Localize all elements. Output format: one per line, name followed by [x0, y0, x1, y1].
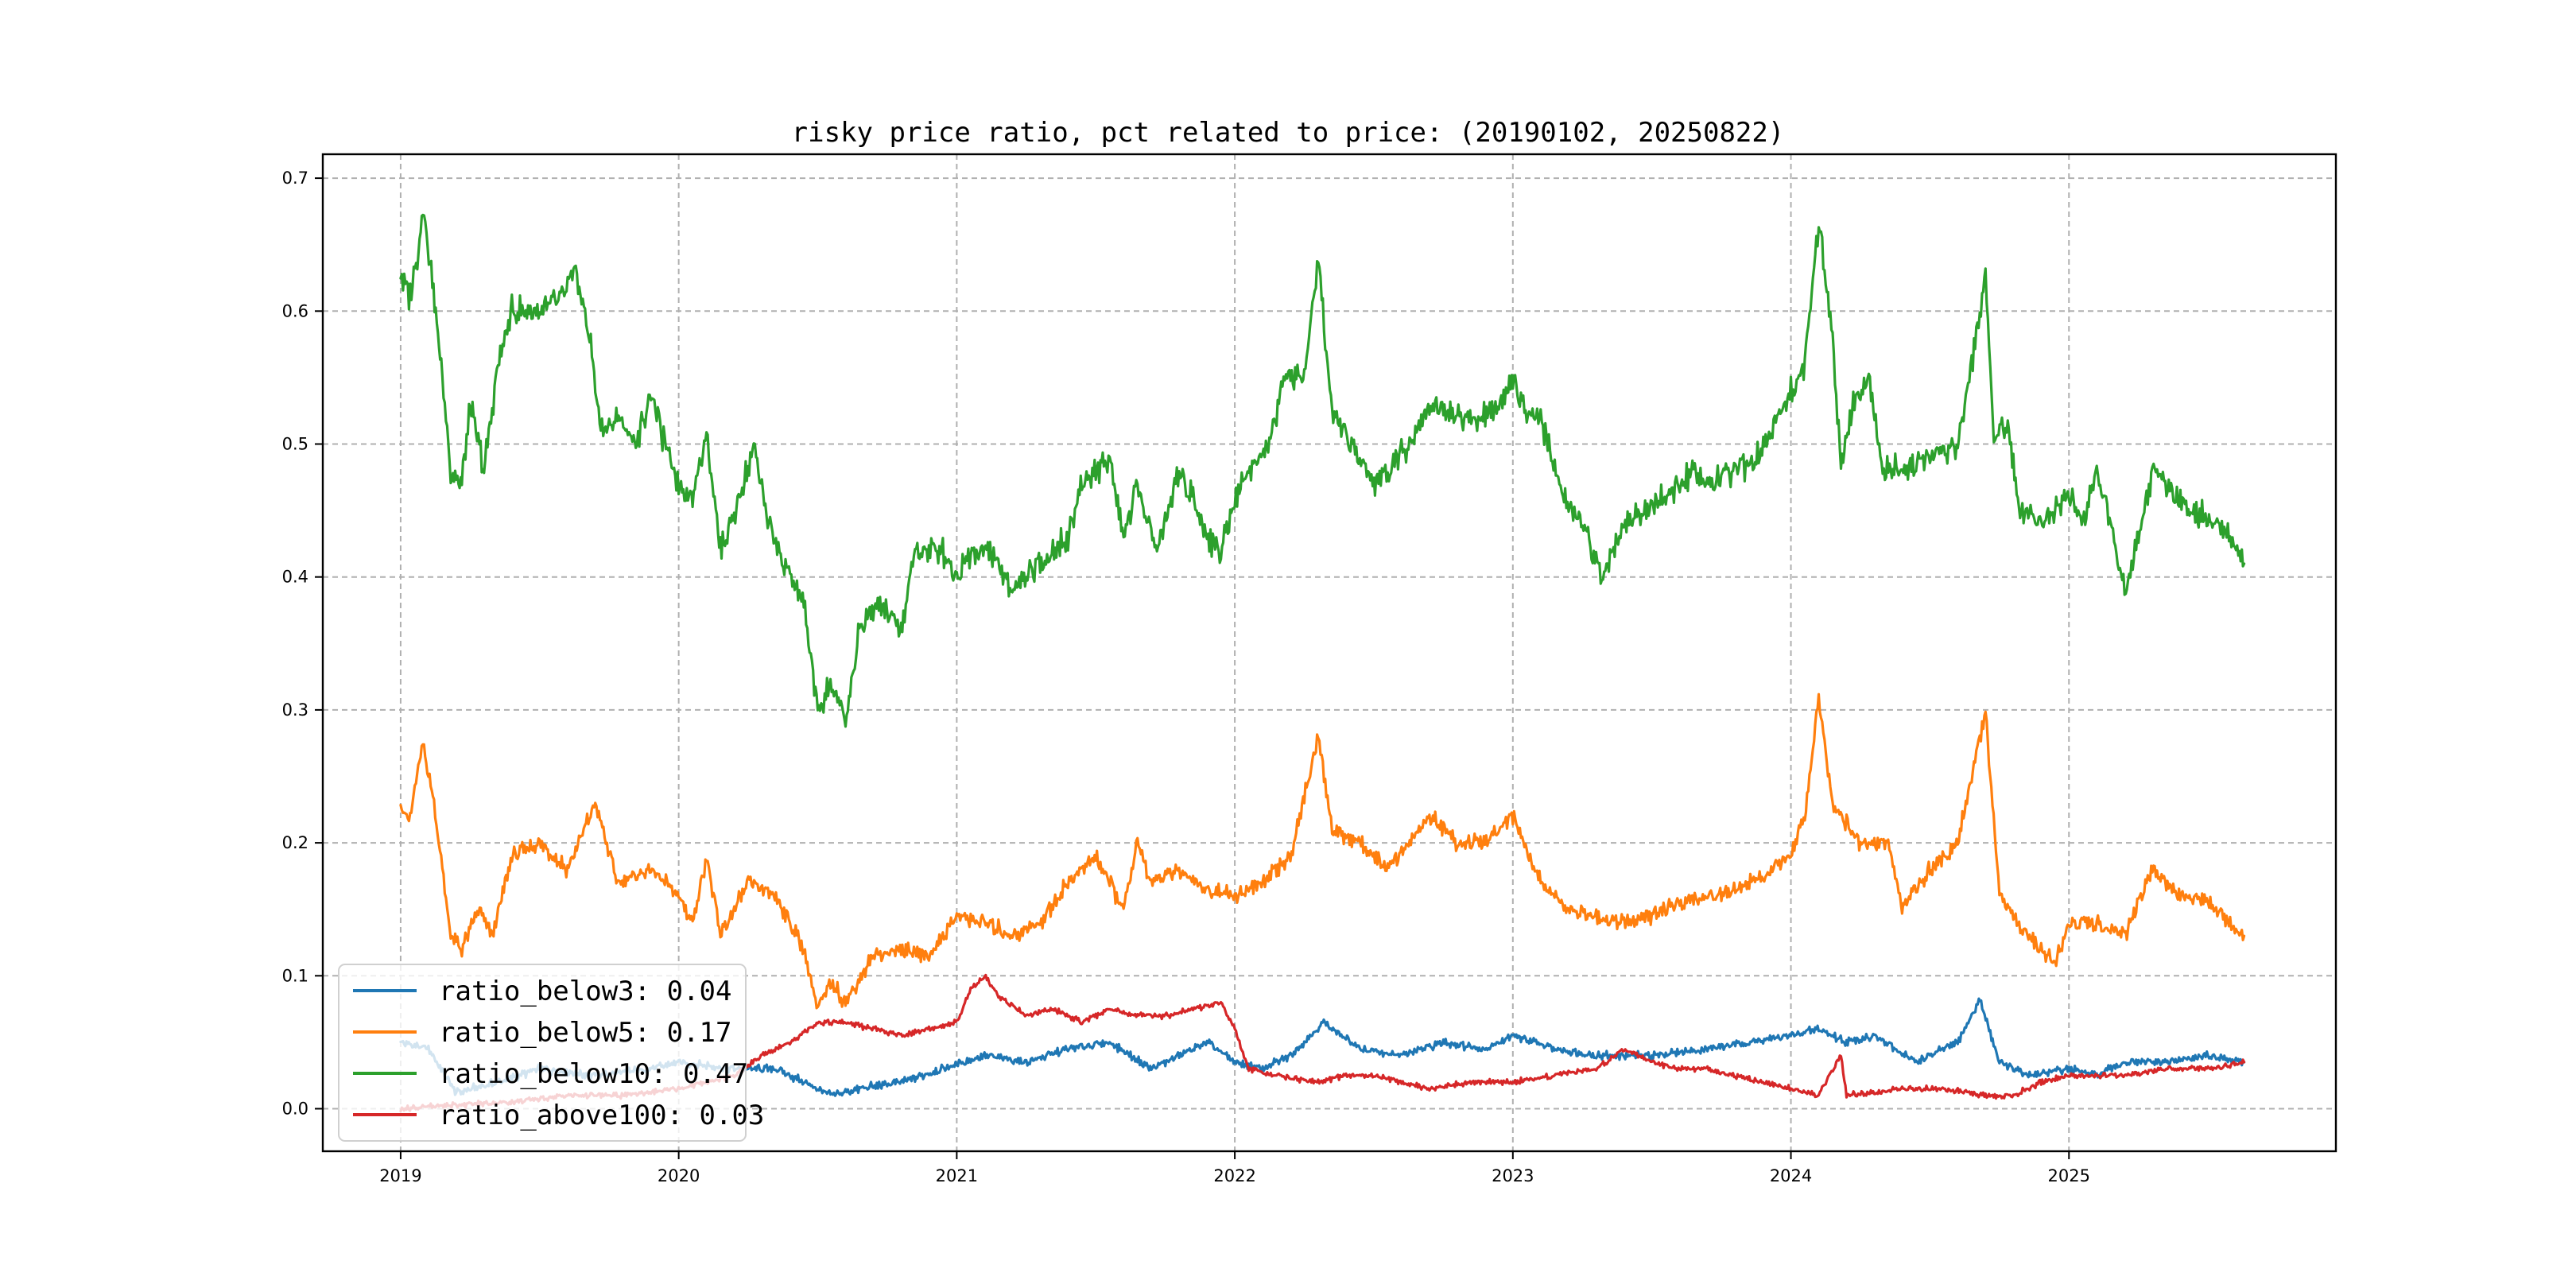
x-tick-label: 2024	[1770, 1166, 1812, 1185]
y-tick-label: 0.7	[282, 169, 308, 188]
legend-label: ratio_below10: 0.47	[439, 1058, 748, 1090]
y-tick-label: 0.3	[282, 700, 308, 720]
legend-label: ratio_below5: 0.17	[439, 1017, 731, 1049]
legend-label: ratio_above100: 0.03	[439, 1100, 764, 1131]
x-tick-label: 2025	[2048, 1166, 2090, 1185]
y-tick-label: 0.1	[282, 966, 308, 985]
x-tick-label: 2021	[936, 1166, 978, 1185]
x-tick-label: 2020	[658, 1166, 700, 1185]
legend: ratio_below3: 0.04 ratio_below5: 0.17 rati…	[338, 964, 764, 1142]
x-tick-label: 2023	[1492, 1166, 1534, 1185]
ticks-layer: 2019 2020 2021 2022 2023 2024 2025 0.0 0.1 0.2 0.3…	[282, 169, 2090, 1185]
x-tick-label: 2022	[1213, 1166, 1255, 1185]
y-tick-label: 0.0	[282, 1099, 308, 1118]
plot-frame	[321, 153, 2337, 1153]
legend-label: ratio_below3: 0.04	[439, 976, 731, 1007]
x-tick-label: 2019	[379, 1166, 421, 1185]
series-line-2	[399, 692, 2246, 1010]
y-tick-label: 0.6	[282, 301, 308, 320]
chart-title: risky price ratio, pct related to price:…	[792, 117, 1785, 149]
series-line-3	[399, 213, 2246, 728]
y-tick-label: 0.2	[282, 833, 308, 852]
y-tick-label: 0.4	[282, 568, 308, 587]
y-tick-label: 0.5	[282, 434, 308, 453]
legend-box	[338, 964, 747, 1142]
